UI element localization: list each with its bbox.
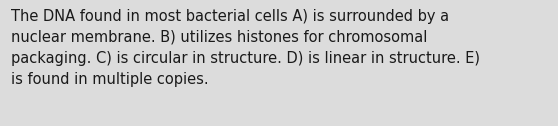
Text: The DNA found in most bacterial cells A) is surrounded by a
nuclear membrane. B): The DNA found in most bacterial cells A)… xyxy=(11,9,480,87)
